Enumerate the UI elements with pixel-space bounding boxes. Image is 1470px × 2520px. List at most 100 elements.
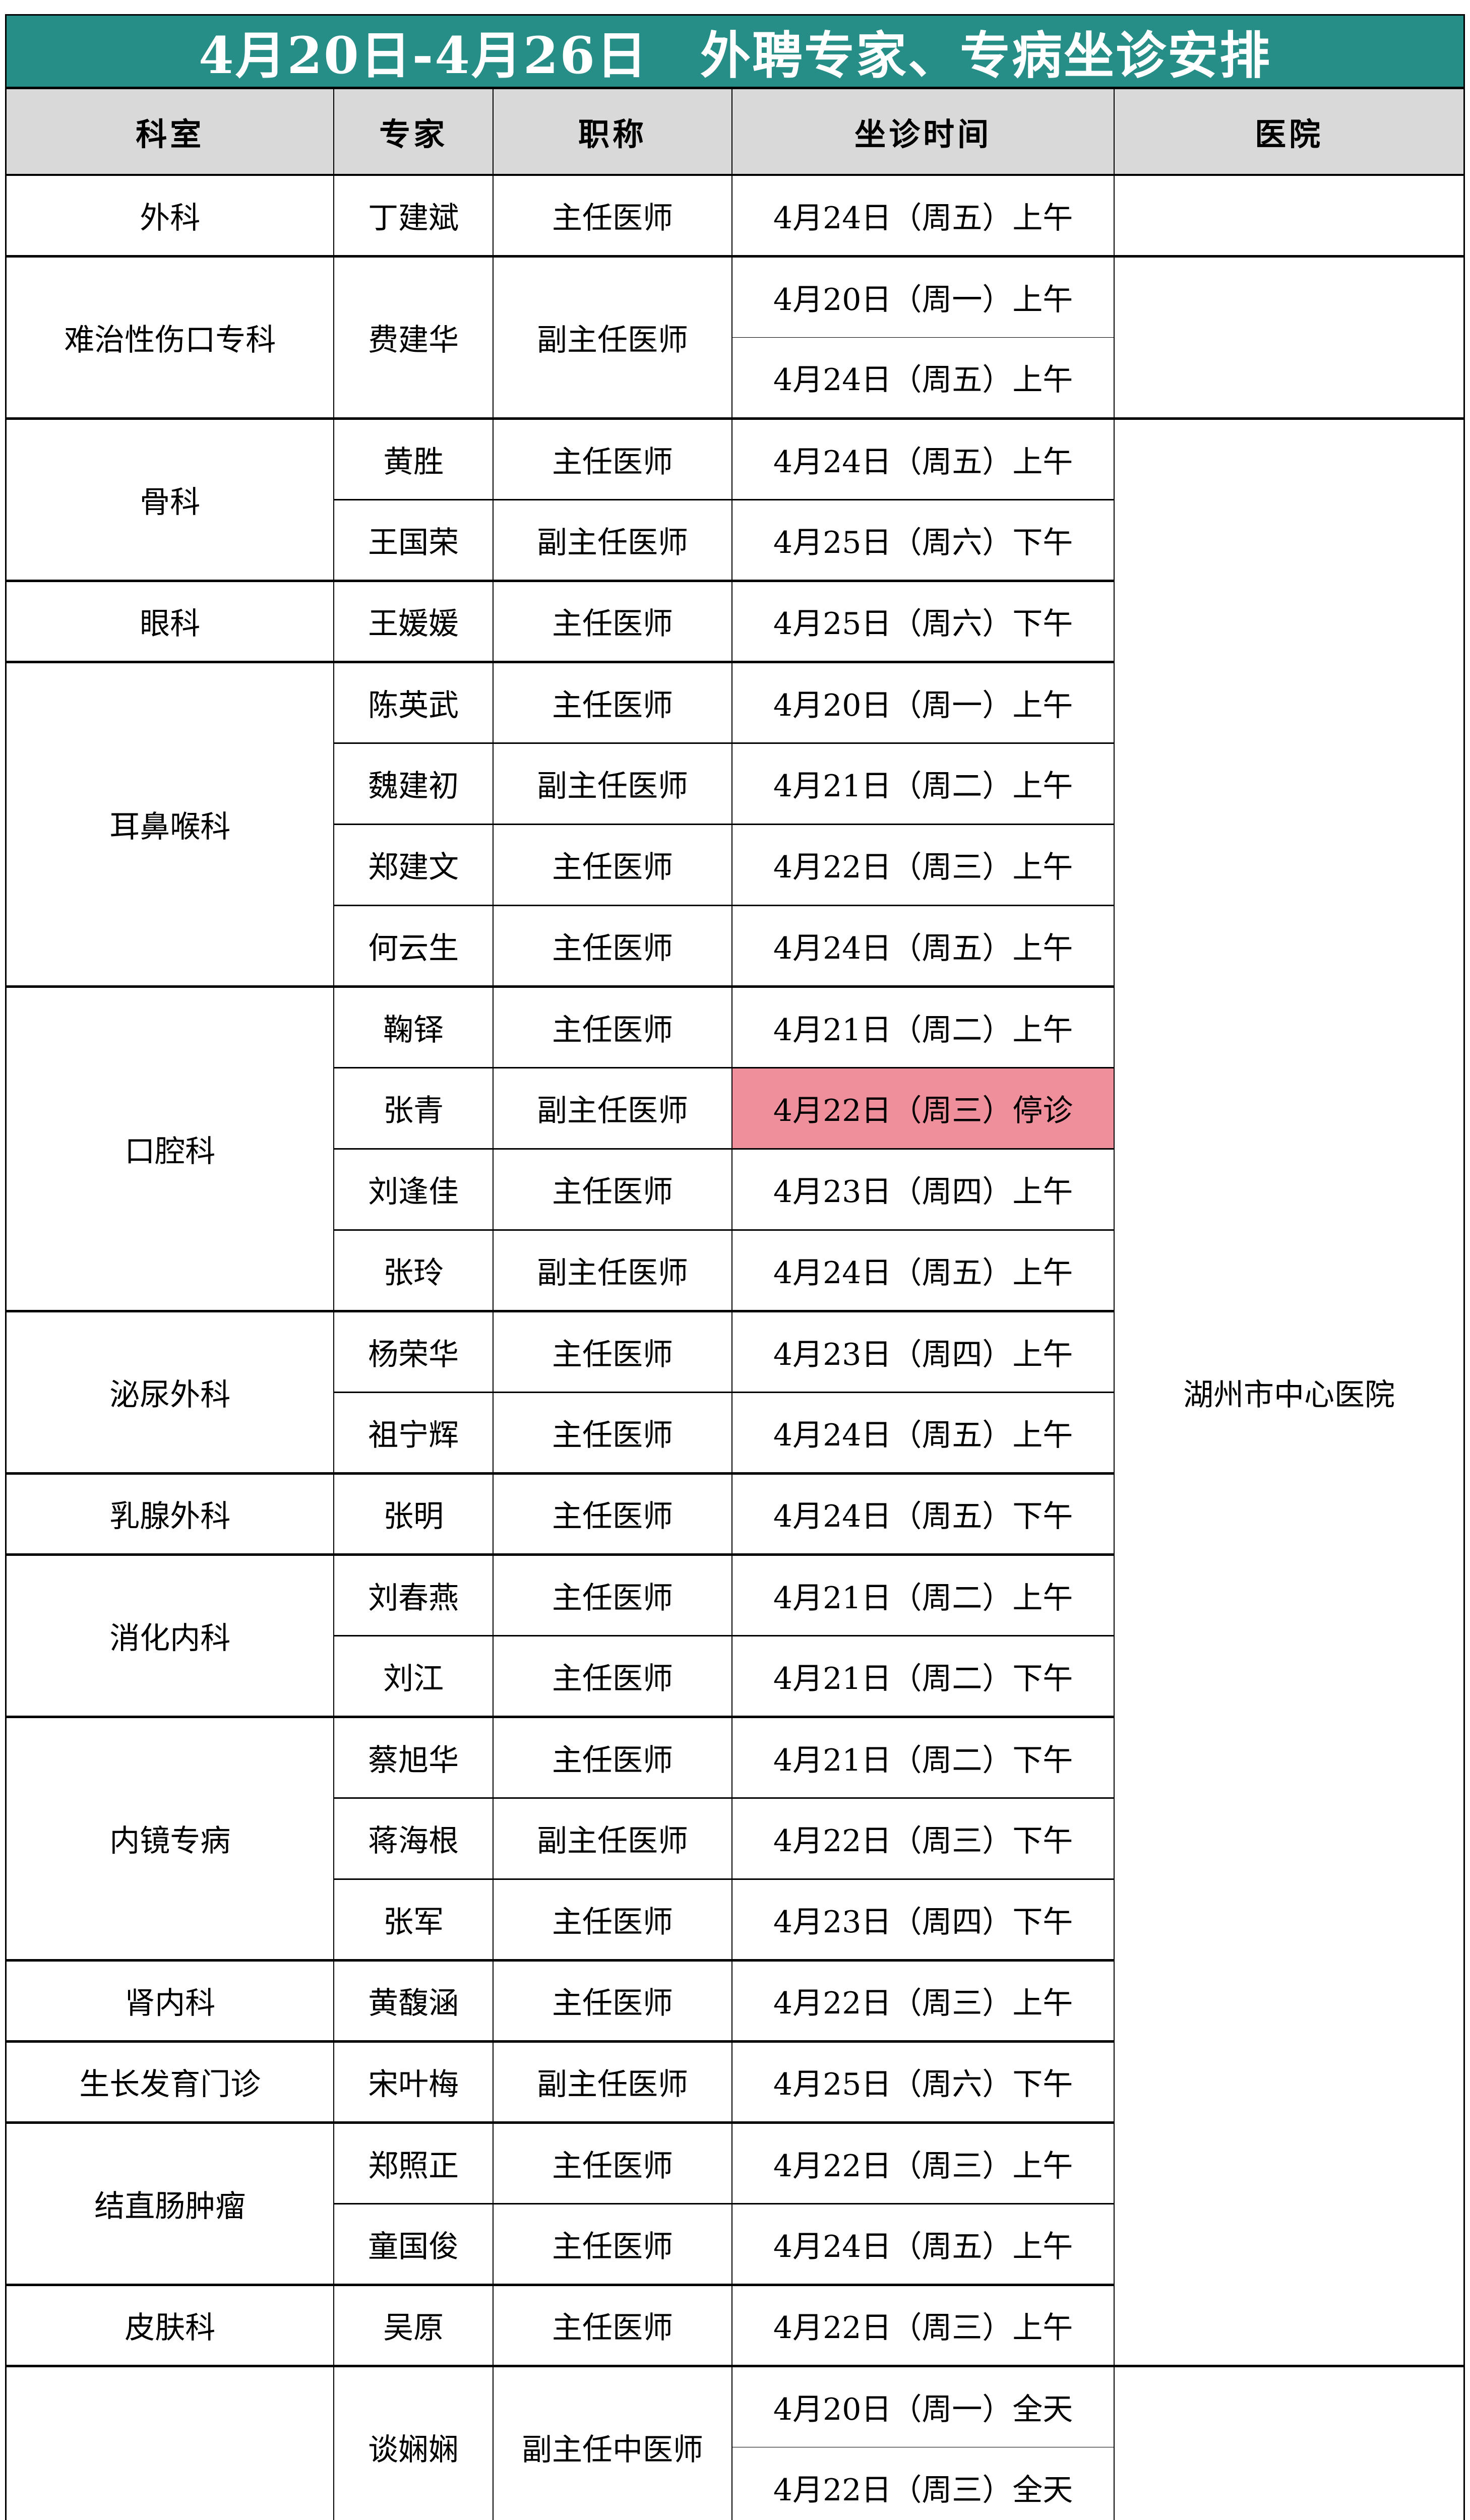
schedule-time-cell: 4月25日（周六）下午 xyxy=(731,2041,1115,2124)
schedule-time-cell: 4月24日（周五）上午 xyxy=(731,175,1115,258)
doctor-name-cell: 张青 xyxy=(333,1067,494,1150)
department-cell: 泌尿外科 xyxy=(5,1311,335,1475)
doctor-name-cell: 张明 xyxy=(333,1473,494,1556)
schedule-time-cell: 4月20日（周一）上午 xyxy=(731,662,1115,744)
schedule-time-cell: 4月22日（周三）上午 xyxy=(731,2285,1115,2367)
doctor-title-cell: 主任医师 xyxy=(492,2203,733,2286)
col-header-department: 科室 xyxy=(5,88,335,176)
doctor-name-cell: 郑建文 xyxy=(333,824,494,906)
doctor-title-cell: 主任医师 xyxy=(492,1311,733,1393)
schedule-row: 泌尿外科 杨荣华 主任医师 4月23日（周四）上午 xyxy=(5,1311,1464,1475)
schedule-time-cell: 4月24日（周五）下午 xyxy=(731,1473,1115,1556)
schedule-row: 王国荣 副主任医师 4月25日（周六）下午 xyxy=(6,499,1464,582)
doctor-title-cell: 副主任医师 xyxy=(492,2041,733,2124)
schedule-row: 张青 副主任医师 4月22日（周三）停诊 xyxy=(6,1067,1464,1150)
hospital-cell: 湖州市中心医院 xyxy=(1114,418,1465,2367)
schedule-time-cell-stopped: 4月22日（周三）停诊 xyxy=(731,1067,1115,1150)
doctor-name-cell: 刘逢佳 xyxy=(333,1149,494,1231)
schedule-row: 肾内科 黄馥涵 主任医师 4月22日（周三）上午 xyxy=(5,1960,1464,2043)
schedule-row: 张军 主任医师 4月23日（周四）下午 xyxy=(6,1879,1464,1962)
schedule-row: 童国俊 主任医师 4月24日（周五）上午 xyxy=(6,2203,1464,2286)
doctor-title-cell: 主任医师 xyxy=(492,2285,733,2367)
department-cell: 乳腺外科 xyxy=(5,1473,335,1556)
schedule-time-cell: 4月20日（周一）全天 xyxy=(731,2366,1115,2447)
department-cell: 国医馆 xyxy=(5,2366,335,2520)
doctor-name-cell: 蒋海根 xyxy=(333,1798,494,1880)
doctor-title-cell: 主任医师 xyxy=(492,1635,733,1718)
doctor-title-cell: 主任医师 xyxy=(492,662,733,744)
schedule-row: 祖宁辉 主任医师 4月24日（周五）上午 xyxy=(6,1392,1464,1475)
doctor-title-cell: 主任医师 xyxy=(492,905,733,988)
department-cell: 肾内科 xyxy=(5,1960,335,2043)
schedule-time-cell: 4月23日（周四）上午 xyxy=(731,1149,1115,1231)
schedule-row: 4月22日（周三）全天 xyxy=(6,2447,1464,2520)
schedule-row: 国医馆谈娴娴副主任中医师4月20日（周一）全天湖州市中医院 xyxy=(5,2366,1465,2520)
schedule-time-cell: 4月20日（周一）上午 xyxy=(731,256,1115,338)
doctor-name-cell: 谈娴娴 xyxy=(333,2366,494,2520)
doctor-title-cell: 主任医师 xyxy=(492,1554,733,1636)
hospital-cell: 湖州市中医院 xyxy=(1114,2366,1465,2520)
schedule-time-cell: 4月21日（周二）下午 xyxy=(731,1635,1115,1718)
schedule-time-cell: 4月24日（周五）上午 xyxy=(731,905,1115,988)
doctor-name-cell: 祖宁辉 xyxy=(333,1392,494,1475)
doctor-name-cell: 宋叶梅 xyxy=(333,2041,494,2124)
page-title: 4月20日-4月26日 外聘专家、专病坐诊安排 xyxy=(5,14,1465,88)
doctor-name-cell: 蔡旭华 xyxy=(333,1717,494,1799)
schedule-row: 耳鼻喉科 陈英武 主任医师 4月20日（周一）上午 xyxy=(5,662,1464,988)
department-cell: 内镜专病 xyxy=(5,1717,335,1962)
schedule-row: 难治性伤口专科 费建华 副主任医师 4月20日（周一）上午 xyxy=(5,256,1465,420)
department-cell: 耳鼻喉科 xyxy=(5,662,335,988)
schedule-time-cell: 4月21日（周二）上午 xyxy=(731,986,1115,1068)
department-cell: 皮肤科 xyxy=(5,2285,335,2367)
schedule-time-cell: 4月23日（周四）上午 xyxy=(731,1311,1115,1393)
department-cell: 眼科 xyxy=(5,581,335,663)
schedule-time-cell: 4月24日（周五）上午 xyxy=(731,337,1115,420)
schedule-time-cell: 4月24日（周五）上午 xyxy=(731,418,1115,500)
schedule-row: 郑建文 主任医师 4月22日（周三）上午 xyxy=(6,824,1464,906)
doctor-title-cell: 主任医师 xyxy=(492,2122,733,2204)
department-cell: 骨科 xyxy=(5,418,335,582)
schedule-time-cell: 4月22日（周三）上午 xyxy=(731,824,1115,906)
doctor-name-cell: 陈英武 xyxy=(333,662,494,744)
doctor-title-cell: 副主任医师 xyxy=(492,1230,733,1312)
schedule-time-cell: 4月21日（周二）上午 xyxy=(731,1554,1115,1636)
schedule-table: 科室 专家 职称 坐诊时间 医院 外科 丁建斌 主任医师 4月24日（周五）上午 难治性… xyxy=(5,88,1465,2520)
department-cell: 外科 xyxy=(5,175,335,258)
schedule-row: 皮肤科 吴原 主任医师 4月22日（周三）上午 xyxy=(5,2285,1464,2367)
doctor-title-cell: 主任医师 xyxy=(492,1392,733,1475)
schedule-page: 4月20日-4月26日 外聘专家、专病坐诊安排 科室 专家 职称 坐诊时间 医院… xyxy=(5,14,1465,2520)
col-header-time: 坐诊时间 xyxy=(731,88,1115,176)
schedule-row: 乳腺外科 张明 主任医师 4月24日（周五）下午 xyxy=(5,1473,1464,1556)
col-header-expert: 专家 xyxy=(333,88,494,176)
schedule-time-cell: 4月22日（周三）全天 xyxy=(731,2447,1115,2520)
doctor-title-cell: 主任医师 xyxy=(492,418,733,500)
doctor-name-cell: 王媛媛 xyxy=(333,581,494,663)
schedule-row: 外科 丁建斌 主任医师 4月24日（周五）上午 xyxy=(5,175,1465,258)
schedule-time-cell: 4月22日（周三）上午 xyxy=(731,2122,1115,2204)
department-cell: 口腔科 xyxy=(5,986,335,1312)
schedule-time-cell: 4月21日（周二）上午 xyxy=(731,743,1115,825)
doctor-title-cell: 主任医师 xyxy=(492,1149,733,1231)
doctor-title-cell: 副主任医师 xyxy=(492,743,733,825)
schedule-row: 蒋海根 副主任医师 4月22日（周三）下午 xyxy=(6,1798,1464,1880)
doctor-title-cell: 副主任医师 xyxy=(492,1067,733,1150)
doctor-name-cell: 刘江 xyxy=(333,1635,494,1718)
schedule-time-cell: 4月21日（周二）下午 xyxy=(731,1717,1115,1799)
schedule-row: 生长发育门诊 宋叶梅 副主任医师 4月25日（周六）下午 xyxy=(5,2041,1464,2124)
schedule-time-cell: 4月24日（周五）上午 xyxy=(731,1392,1115,1475)
department-cell: 难治性伤口专科 xyxy=(5,256,335,420)
department-cell: 消化内科 xyxy=(5,1554,335,1718)
schedule-row: 消化内科 刘春燕 主任医师 4月21日（周二）上午 xyxy=(5,1554,1464,1718)
schedule-row: 4月24日（周五）上午 xyxy=(6,337,1464,420)
doctor-name-cell: 黄馥涵 xyxy=(333,1960,494,2043)
schedule-row: 口腔科 鞠铎 主任医师 4月21日（周二）上午 xyxy=(5,986,1464,1312)
doctor-name-cell: 丁建斌 xyxy=(333,175,494,258)
schedule-row: 眼科 王媛媛 主任医师 4月25日（周六）下午 xyxy=(5,581,1464,663)
doctor-title-cell: 主任医师 xyxy=(492,1879,733,1962)
schedule-row: 刘江 主任医师 4月21日（周二）下午 xyxy=(6,1635,1464,1718)
schedule-row: 内镜专病 蔡旭华主任医师 4月21日（周二）下午 xyxy=(5,1717,1464,1962)
doctor-name-cell: 童国俊 xyxy=(333,2203,494,2286)
doctor-title-cell: 主任医师 xyxy=(492,1473,733,1556)
schedule-row: 魏建初 副主任医师 4月21日（周二）上午 xyxy=(6,743,1464,825)
doctor-title-cell: 主任医师 xyxy=(492,175,733,258)
